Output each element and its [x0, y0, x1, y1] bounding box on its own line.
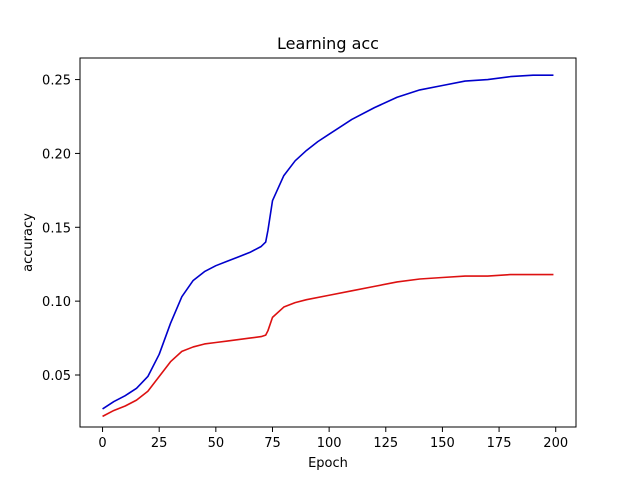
x-tick-label: 50 — [208, 436, 225, 451]
y-axis-ticks: 0.05 0.10 0.15 0.20 0.25 — [42, 74, 80, 384]
series-line-1 — [102, 74, 554, 410]
x-tick-label: 25 — [151, 436, 168, 451]
y-axis-label: accuracy — [21, 213, 36, 272]
x-axis-ticks: 0 25 50 75 100 125 150 175 200 — [98, 427, 568, 451]
x-tick-label: 125 — [373, 436, 398, 451]
y-tick-label: 0.05 — [42, 369, 71, 384]
x-tick-label: 75 — [264, 436, 281, 451]
chart-title: Learning acc — [277, 34, 379, 53]
series-line-2 — [102, 273, 554, 418]
y-tick-label: 0.10 — [42, 295, 71, 310]
y-tick-label: 0.15 — [42, 221, 71, 236]
x-tick-label: 100 — [317, 436, 342, 451]
y-tick-label: 0.20 — [42, 147, 71, 162]
x-tick-label: 175 — [487, 436, 512, 451]
x-tick-label: 200 — [543, 436, 568, 451]
x-tick-label: 0 — [98, 436, 106, 451]
y-tick-label: 0.25 — [42, 74, 71, 89]
x-tick-label: 150 — [430, 436, 455, 451]
x-axis-label: Epoch — [308, 456, 348, 471]
plot-frame — [79, 57, 577, 428]
series-layer — [102, 74, 554, 418]
